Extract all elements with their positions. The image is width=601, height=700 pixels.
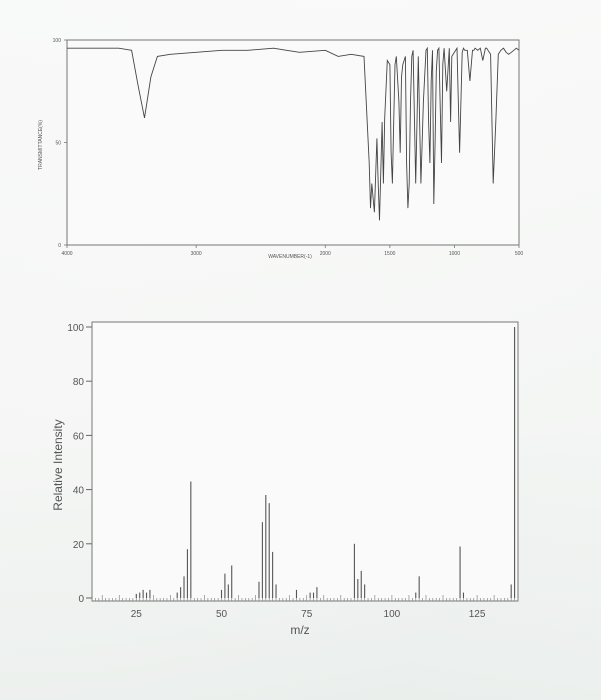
- ms-bars: [135, 327, 516, 598]
- ir-plot-frame: [66, 39, 520, 246]
- ir-x-tick-label: 3000: [191, 251, 202, 257]
- ms-x-tick-labels: 25 50 75 100 125: [131, 609, 486, 620]
- ir-y-tick-label: 0: [58, 243, 61, 249]
- ms-y-tick-label: 20: [73, 540, 85, 551]
- ms-plot-frame: [91, 321, 519, 602]
- ir-x-tick-label: 1000: [449, 251, 460, 257]
- ir-y-tick-label: 50: [55, 141, 61, 147]
- ir-x-tick-labels: 4000 3000 2000 1500 1000 500: [61, 251, 523, 257]
- ms-x-tick-label: 50: [216, 609, 228, 620]
- ir-x-tick-label: 1500: [384, 251, 395, 257]
- ms-x-tick-label: 25: [131, 609, 143, 620]
- ms-x-tick-label: 125: [469, 609, 486, 620]
- ir-x-tick-label: 500: [515, 251, 524, 257]
- ms-y-tick-label: 100: [67, 323, 84, 334]
- ir-x-tick-label: 4000: [61, 251, 72, 257]
- ir-y-axis-label: TRANSMITTANCE(%): [38, 120, 44, 170]
- ms-y-tick-label: 40: [73, 486, 85, 497]
- ms-y-tick-label: 80: [73, 377, 85, 388]
- ms-y-tick-label: 0: [78, 594, 84, 605]
- ms-x-axis-label: m/z: [290, 623, 309, 637]
- ir-y-tick-labels: 100 50 0: [53, 38, 62, 249]
- ir-ticks: [64, 39, 520, 248]
- ms-y-ticks: 0 20 40 60 80 100: [67, 323, 92, 605]
- mass-spectrum-chart: 0 20 40 60 80 100 25 50 75 100 125 m/z Relative I…: [51, 321, 519, 637]
- ms-x-tick-label: 100: [384, 609, 401, 620]
- ir-y-tick-label: 100: [53, 38, 62, 44]
- ms-y-axis-label: Relative Intensity: [51, 419, 65, 510]
- ms-y-tick-label: 60: [73, 431, 85, 442]
- ir-x-axis-label: WAVENUMBER(-1): [268, 254, 312, 260]
- ir-spectrum-line: [67, 46, 520, 221]
- ir-x-tick-label: 2000: [320, 251, 331, 257]
- ms-x-tick-label: 75: [301, 609, 313, 620]
